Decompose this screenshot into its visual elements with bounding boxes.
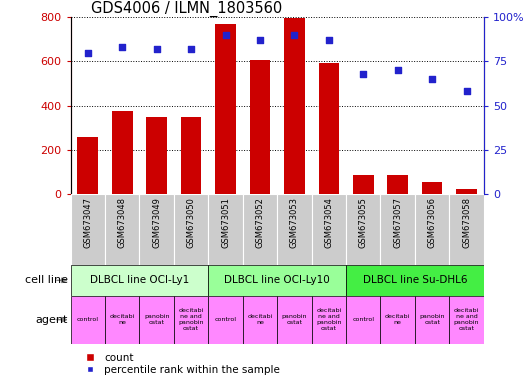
Bar — [449, 296, 484, 344]
Text: GSM673049: GSM673049 — [152, 197, 161, 248]
Point — [359, 71, 368, 77]
Text: GSM673054: GSM673054 — [324, 197, 333, 248]
Text: GDS4006 / ILMN_1803560: GDS4006 / ILMN_1803560 — [92, 1, 282, 17]
Text: agent: agent — [36, 314, 68, 325]
Bar — [174, 194, 208, 265]
Bar — [312, 296, 346, 344]
Text: control: control — [77, 317, 99, 322]
Bar — [77, 137, 98, 194]
Point — [221, 32, 230, 38]
Bar — [346, 194, 381, 265]
Bar — [346, 296, 381, 344]
Bar — [181, 117, 201, 194]
Bar — [422, 182, 442, 194]
Text: control: control — [214, 317, 236, 322]
Bar — [449, 194, 484, 265]
Bar — [215, 24, 236, 194]
Bar — [381, 296, 415, 344]
Bar — [388, 175, 408, 194]
Bar — [208, 265, 346, 296]
Bar — [174, 296, 208, 344]
Bar — [105, 194, 140, 265]
Bar — [277, 296, 312, 344]
Bar — [456, 189, 477, 194]
Bar — [112, 111, 133, 194]
Point — [393, 67, 402, 73]
Point — [84, 50, 92, 56]
Bar — [381, 194, 415, 265]
Text: decitabi
ne and
panobin
ostat: decitabi ne and panobin ostat — [454, 308, 479, 331]
Text: GSM673052: GSM673052 — [255, 197, 265, 248]
Bar — [71, 265, 208, 296]
Point — [118, 44, 127, 50]
Point — [256, 37, 264, 43]
Text: decitabi
ne: decitabi ne — [247, 314, 272, 325]
Point — [153, 46, 161, 52]
Text: GSM673055: GSM673055 — [359, 197, 368, 248]
Bar — [277, 194, 312, 265]
Text: DLBCL line OCI-Ly10: DLBCL line OCI-Ly10 — [224, 275, 330, 285]
Text: panobin
ostat: panobin ostat — [144, 314, 169, 325]
Bar — [208, 194, 243, 265]
Bar — [140, 194, 174, 265]
Text: DLBCL line Su-DHL6: DLBCL line Su-DHL6 — [362, 275, 467, 285]
Text: decitabi
ne: decitabi ne — [385, 314, 411, 325]
Text: GSM673058: GSM673058 — [462, 197, 471, 248]
Bar — [353, 175, 373, 194]
Text: decitabi
ne and
panobin
ostat: decitabi ne and panobin ostat — [178, 308, 204, 331]
Bar — [284, 18, 305, 194]
Text: panobin
ostat: panobin ostat — [419, 314, 445, 325]
Legend: count, percentile rank within the sample: count, percentile rank within the sample — [76, 349, 284, 379]
Text: GSM673047: GSM673047 — [83, 197, 93, 248]
Point — [428, 76, 436, 82]
Text: GSM673057: GSM673057 — [393, 197, 402, 248]
Text: GSM673051: GSM673051 — [221, 197, 230, 248]
Bar — [71, 296, 105, 344]
Bar — [312, 194, 346, 265]
Bar — [346, 265, 484, 296]
Bar — [105, 296, 140, 344]
Bar — [243, 296, 277, 344]
Text: panobin
ostat: panobin ostat — [282, 314, 307, 325]
Text: GSM673050: GSM673050 — [187, 197, 196, 248]
Text: decitabi
ne and
panobin
ostat: decitabi ne and panobin ostat — [316, 308, 342, 331]
Point — [325, 37, 333, 43]
Bar — [319, 63, 339, 194]
Text: DLBCL line OCI-Ly1: DLBCL line OCI-Ly1 — [90, 275, 189, 285]
Text: decitabi
ne: decitabi ne — [110, 314, 135, 325]
Bar — [249, 60, 270, 194]
Bar — [146, 117, 167, 194]
Bar — [71, 194, 105, 265]
Text: control: control — [353, 317, 374, 322]
Text: cell line: cell line — [25, 275, 68, 285]
Bar — [243, 194, 277, 265]
Text: GSM673053: GSM673053 — [290, 197, 299, 248]
Text: GSM673056: GSM673056 — [428, 197, 437, 248]
Bar — [415, 194, 449, 265]
Point — [462, 88, 471, 94]
Point — [290, 32, 299, 38]
Bar — [208, 296, 243, 344]
Text: GSM673048: GSM673048 — [118, 197, 127, 248]
Bar — [415, 296, 449, 344]
Bar — [140, 296, 174, 344]
Point — [187, 46, 195, 52]
